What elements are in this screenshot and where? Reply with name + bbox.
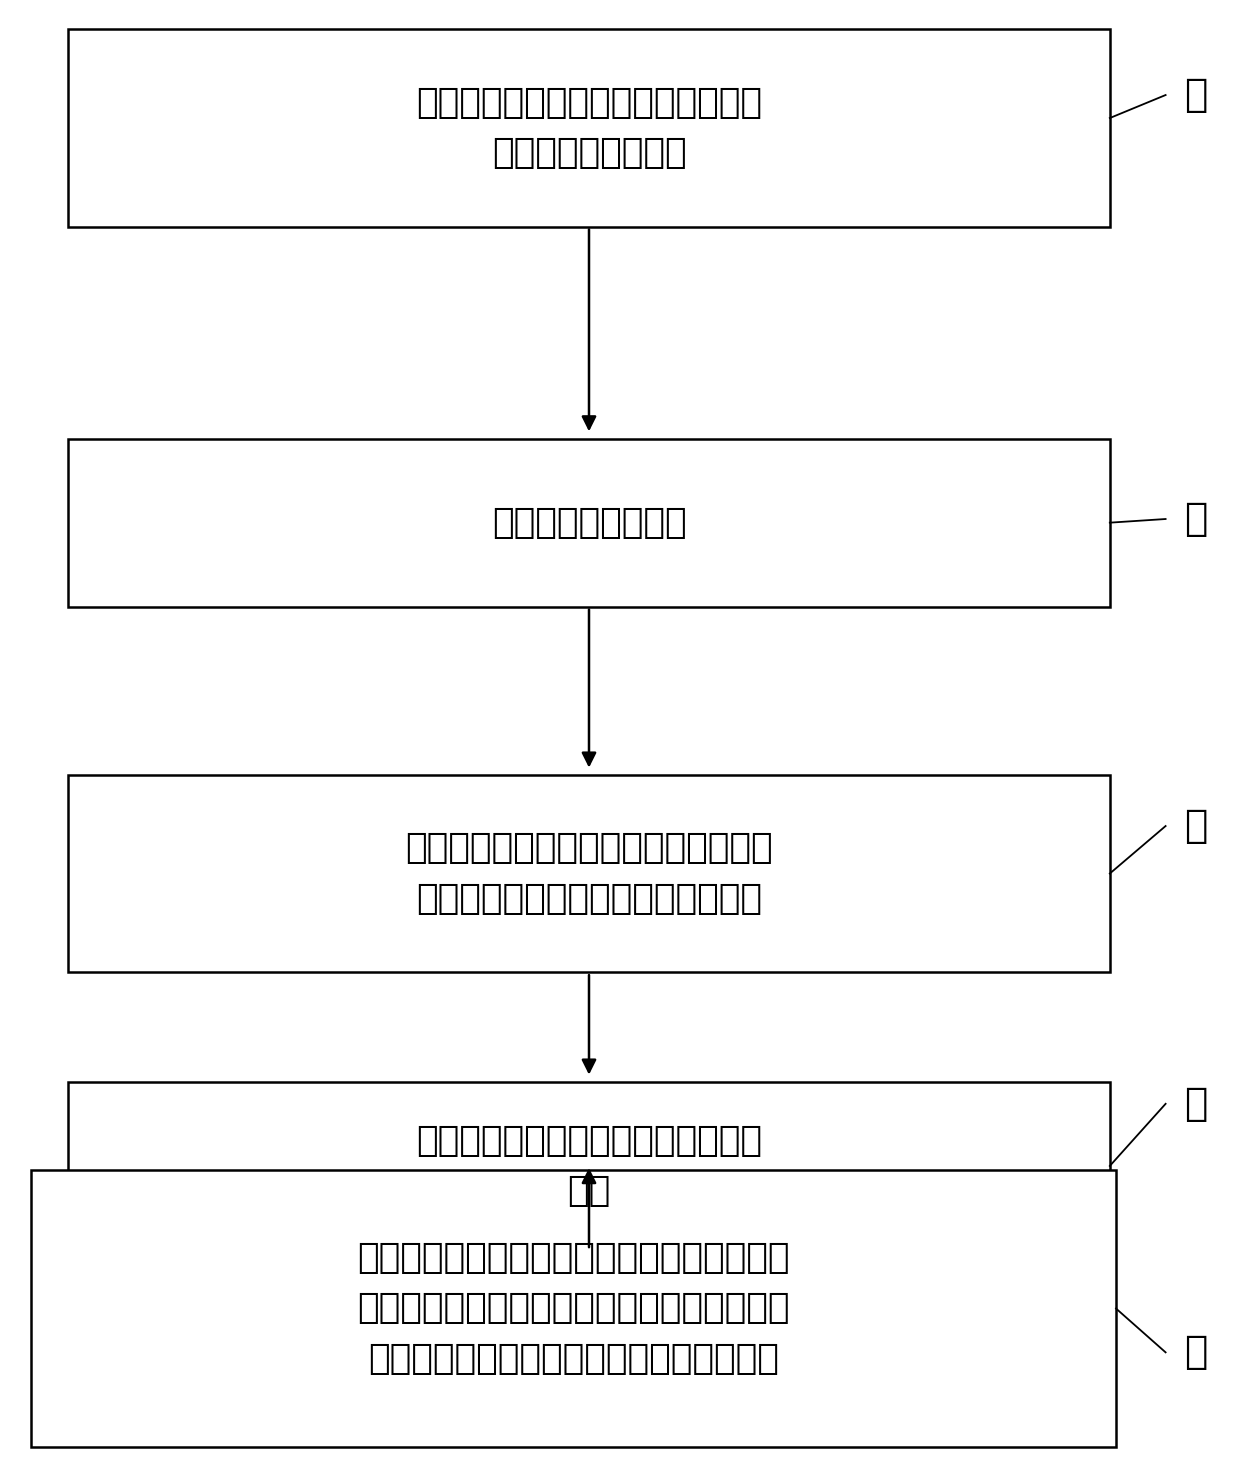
Text: 三: 三: [1184, 807, 1208, 845]
FancyBboxPatch shape: [31, 1170, 1116, 1447]
Text: 二: 二: [1184, 500, 1208, 538]
Text: 根据步骤三的分布式协议，获得闭环
系统: 根据步骤三的分布式协议，获得闭环 系统: [415, 1124, 763, 1208]
FancyBboxPatch shape: [68, 1082, 1110, 1250]
Text: 五: 五: [1184, 1333, 1208, 1371]
Text: 建立具有通信时滞的离散网络化多智
能体系统的动态模型: 建立具有通信时滞的离散网络化多智 能体系统的动态模型: [415, 86, 763, 170]
Text: 获得观测器增益和状态反馈增益，代入网络化
预测模型和分布式协议，实现对含通信时滞的
离散网络化多智能体系统的有限时间控制。: 获得观测器增益和状态反馈增益，代入网络化 预测模型和分布式协议，实现对含通信时滞…: [357, 1241, 790, 1376]
Text: 建立网络化预测模型: 建立网络化预测模型: [492, 506, 686, 539]
FancyBboxPatch shape: [68, 29, 1110, 227]
FancyBboxPatch shape: [68, 439, 1110, 607]
FancyBboxPatch shape: [68, 775, 1110, 972]
Text: 根据步骤二的网络化预测模型得到邻居
智能体的预测状态，设计分布式协议: 根据步骤二的网络化预测模型得到邻居 智能体的预测状态，设计分布式协议: [405, 832, 773, 915]
Text: 四: 四: [1184, 1085, 1208, 1123]
Text: 一: 一: [1184, 76, 1208, 114]
